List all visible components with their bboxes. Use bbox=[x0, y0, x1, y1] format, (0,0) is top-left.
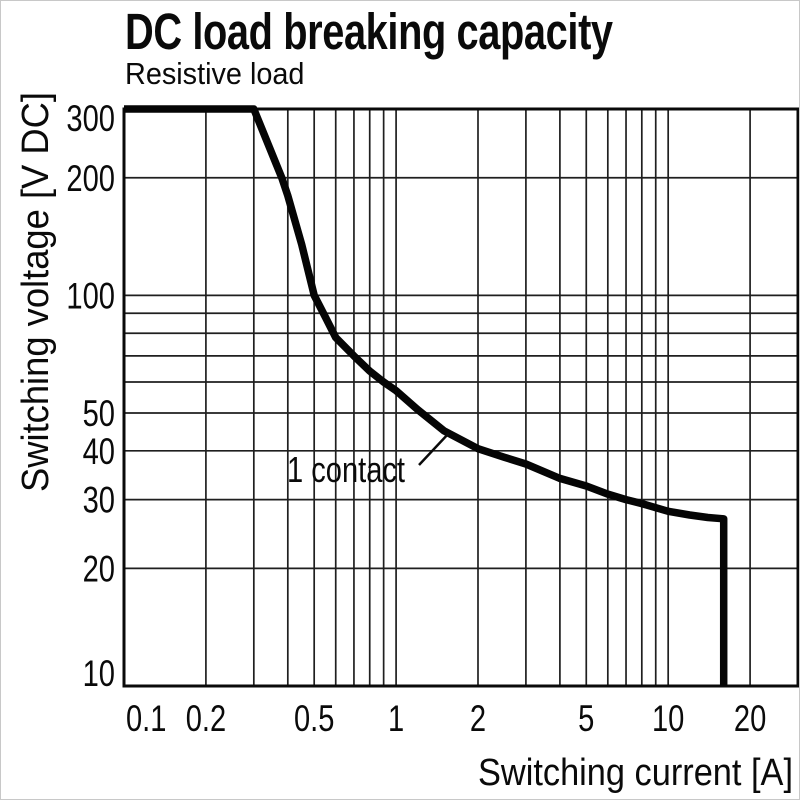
data-curve-1-contact bbox=[124, 105, 728, 686]
y-tick-label-50: 50 bbox=[83, 393, 115, 434]
annotation-leader-line bbox=[418, 432, 450, 466]
x-tick-label-0.5: 0.5 bbox=[294, 698, 334, 739]
x-tick-label-10: 10 bbox=[652, 698, 684, 739]
y-tick-label-10: 10 bbox=[83, 653, 115, 694]
chart-title: DC load breaking capacity bbox=[125, 3, 613, 60]
x-tick-label-5: 5 bbox=[578, 698, 594, 739]
y-tick-label-300: 300 bbox=[66, 98, 115, 139]
y-tick-label-200: 200 bbox=[66, 158, 115, 199]
y-tick-label-100: 100 bbox=[66, 275, 115, 316]
plot-frame bbox=[122, 107, 799, 688]
x-tick-label-1: 1 bbox=[388, 698, 404, 739]
chart-subtitle: Resistive load bbox=[125, 56, 305, 91]
y-tick-label-20: 20 bbox=[83, 548, 115, 589]
x-axis-title: Switching current [A] bbox=[478, 752, 793, 794]
y-tick-label-30: 30 bbox=[83, 480, 115, 521]
x-tick-label-0.2: 0.2 bbox=[186, 698, 226, 739]
y-tick-label-40: 40 bbox=[83, 431, 115, 472]
x-tick-label-20: 20 bbox=[734, 698, 766, 739]
x-tick-label-0.1: 0.1 bbox=[126, 698, 166, 739]
annotation-label: 1 contact bbox=[287, 449, 405, 490]
x-tick-label-2: 2 bbox=[470, 698, 486, 739]
y-axis-title: Switching voltage [V DC] bbox=[15, 92, 57, 492]
